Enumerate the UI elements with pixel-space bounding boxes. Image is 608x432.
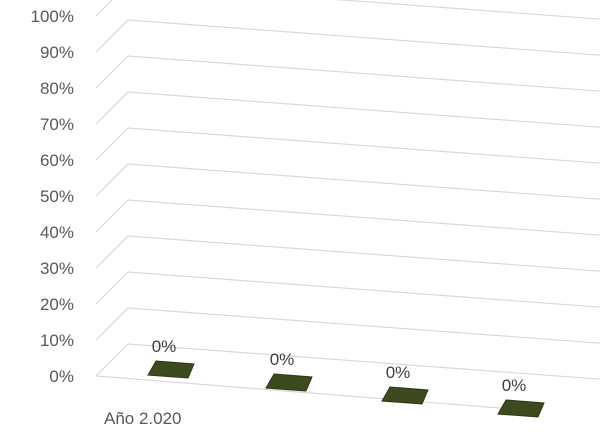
bar bbox=[265, 373, 313, 392]
y-tick-label: 100% bbox=[31, 7, 74, 26]
data-label: 0% bbox=[502, 376, 527, 395]
gridline bbox=[95, 0, 601, 20]
gridline bbox=[95, 55, 601, 92]
bars bbox=[147, 360, 545, 418]
y-tick-label: 0% bbox=[49, 367, 74, 386]
y-tick-label: 90% bbox=[40, 43, 74, 62]
data-label: 0% bbox=[152, 337, 177, 356]
gridline bbox=[95, 307, 601, 344]
y-tick-label: 80% bbox=[40, 79, 74, 98]
gridline bbox=[95, 19, 601, 56]
gridline bbox=[95, 127, 601, 164]
gridline bbox=[95, 343, 601, 380]
data-label: 0% bbox=[386, 363, 411, 382]
y-tick-label: 40% bbox=[40, 223, 74, 242]
y-axis-tick-labels: 0% 10% 20% 30% 40% 50% 60% 70% 80% 90% 100% bbox=[31, 7, 74, 386]
y-tick-label: 70% bbox=[40, 115, 74, 134]
category-label: Año 2.020 bbox=[104, 409, 182, 428]
gridline bbox=[95, 271, 601, 308]
y-tick-label: 50% bbox=[40, 187, 74, 206]
gridline bbox=[95, 199, 601, 236]
y-tick-label: 20% bbox=[40, 295, 74, 314]
bar bbox=[497, 399, 545, 418]
data-labels: 0% 0% 0% 0% bbox=[152, 337, 527, 395]
y-tick-label: 60% bbox=[40, 151, 74, 170]
x-axis-line bbox=[95, 375, 521, 411]
gridline bbox=[95, 163, 601, 200]
y-tick-label: 30% bbox=[40, 259, 74, 278]
category-labels: Año 2.020 bbox=[104, 409, 182, 428]
bar bbox=[381, 386, 429, 405]
gridline bbox=[95, 235, 601, 272]
data-label: 0% bbox=[270, 350, 295, 369]
gridlines bbox=[95, 0, 601, 411]
bar bbox=[147, 360, 195, 379]
y-tick-label: 10% bbox=[40, 331, 74, 350]
gridline bbox=[95, 91, 601, 128]
